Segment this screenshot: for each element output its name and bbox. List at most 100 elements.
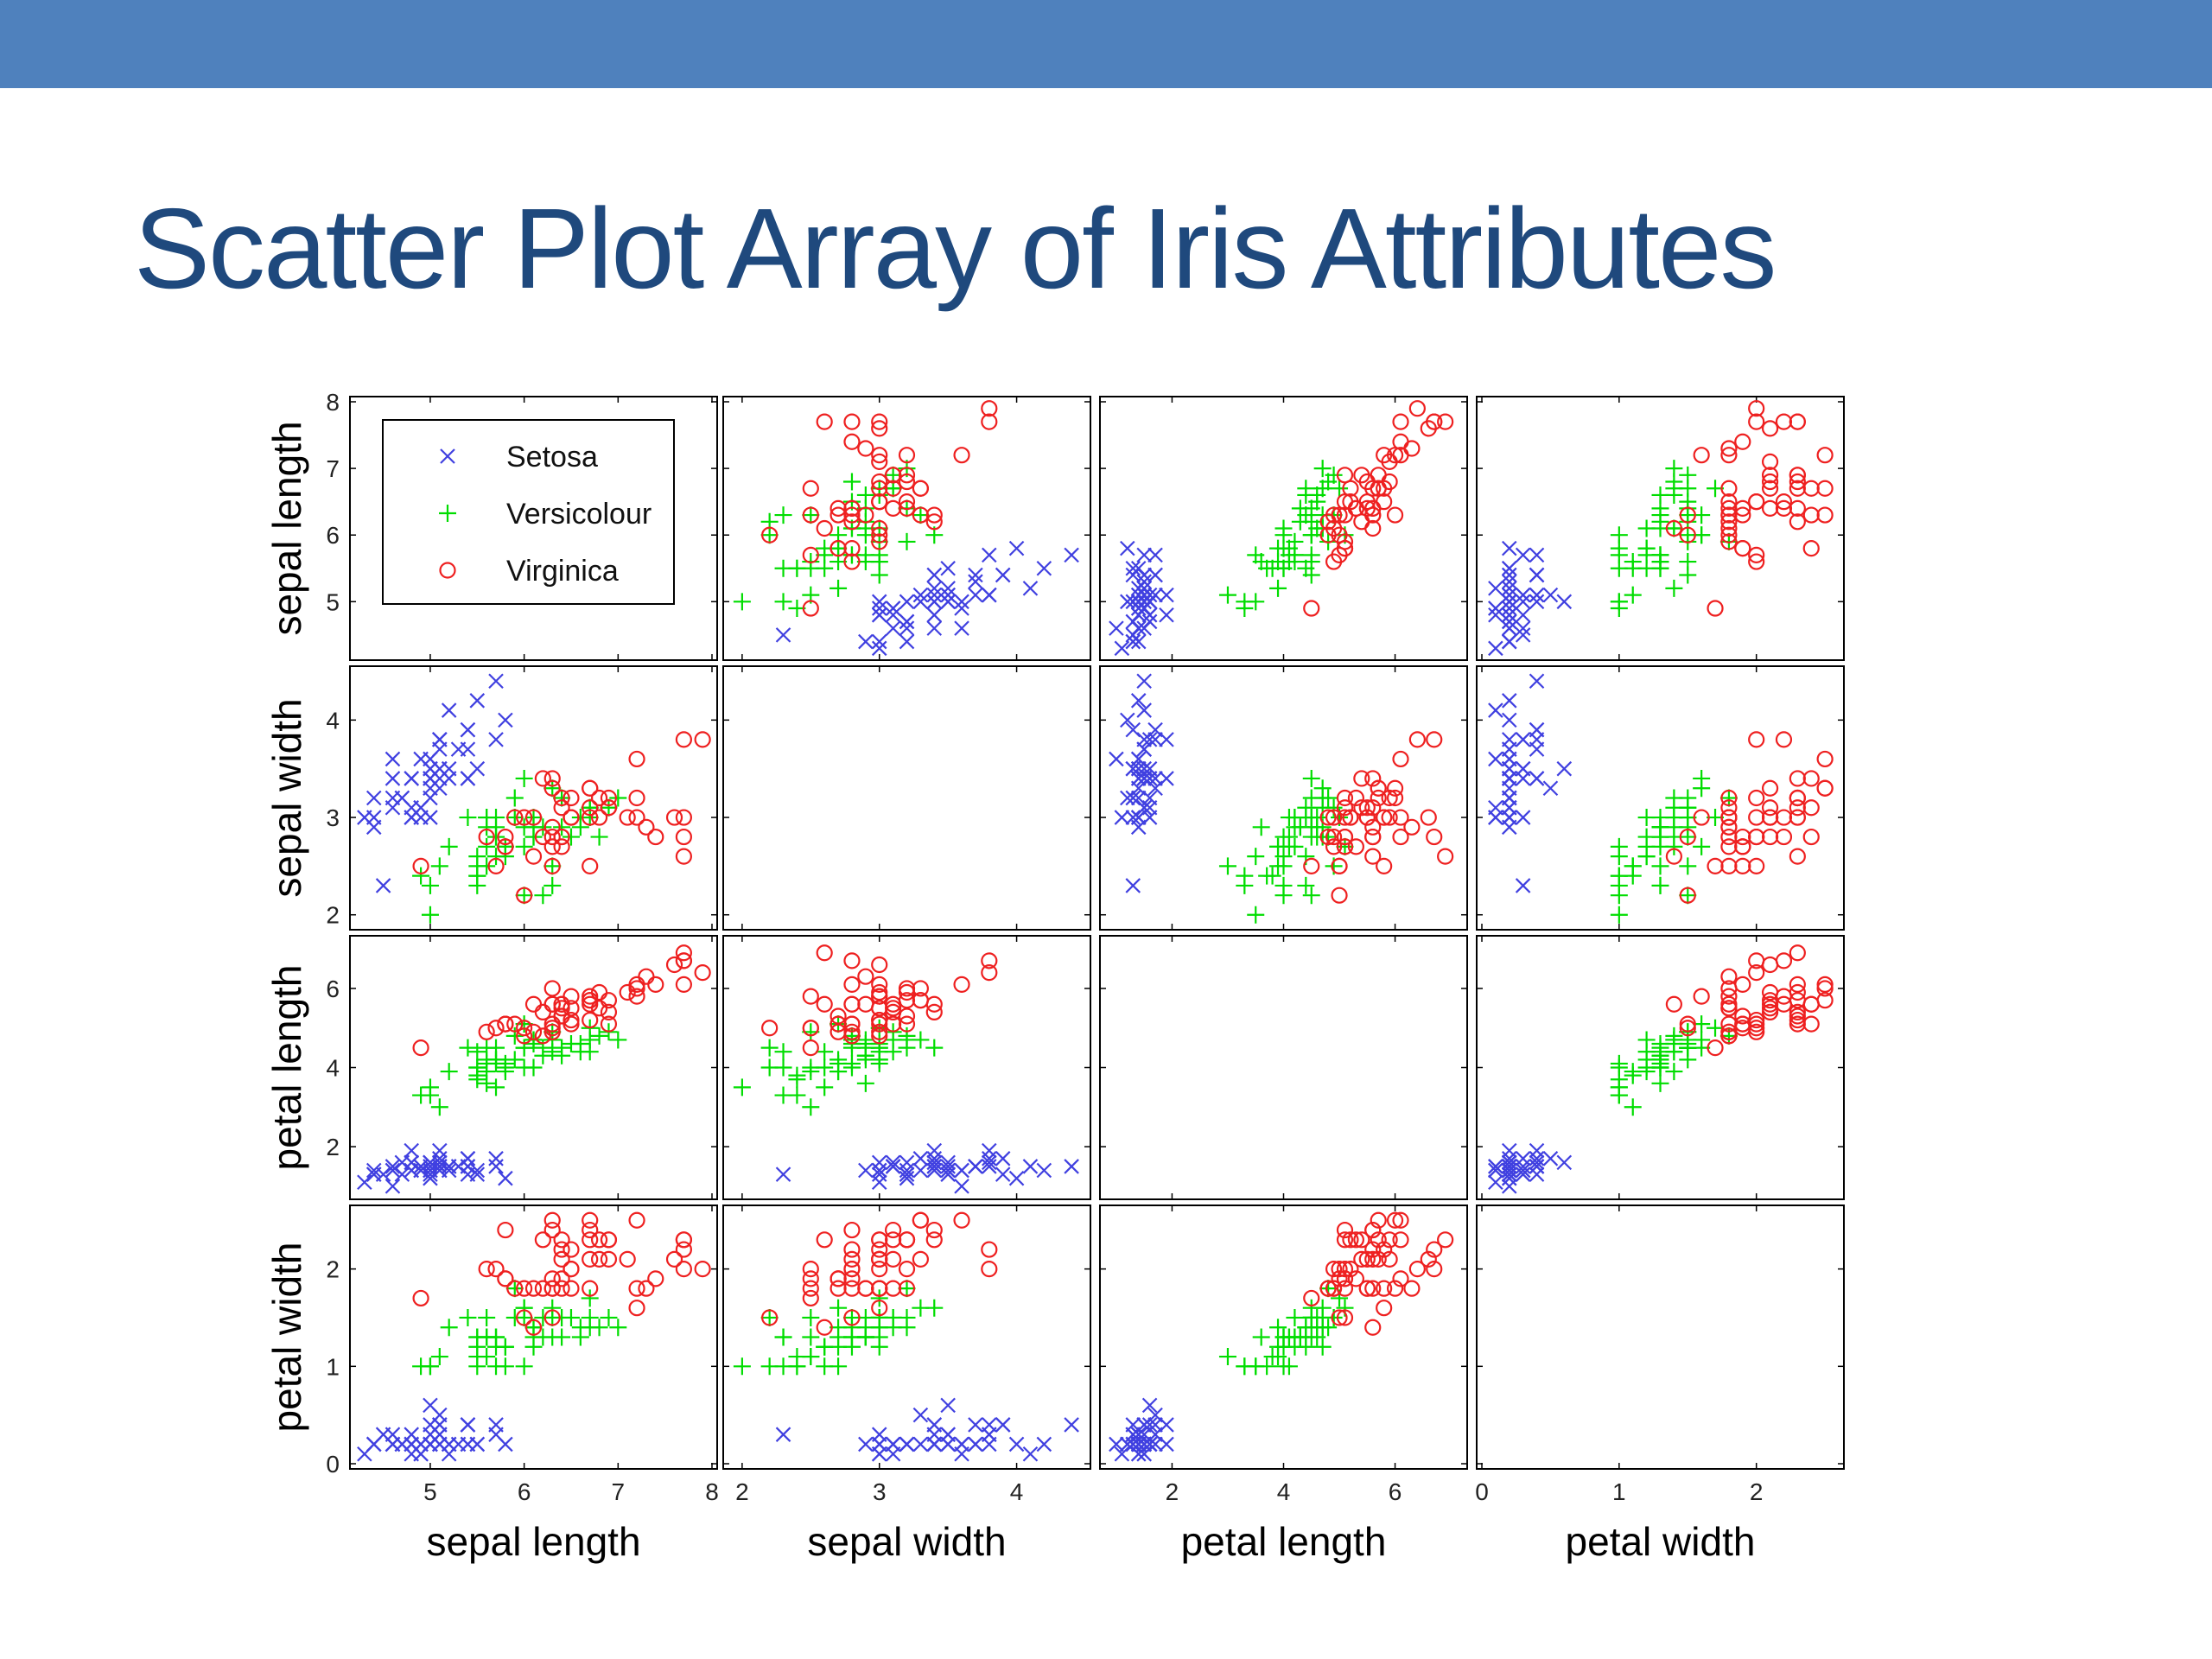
point-virginica xyxy=(1720,499,1738,517)
point-virginica xyxy=(1775,995,1793,1013)
point-virginica xyxy=(1693,809,1710,826)
point-versicolour xyxy=(468,1357,486,1376)
point-virginica xyxy=(1802,799,1820,817)
point-virginica xyxy=(497,1221,514,1239)
point-versicolour xyxy=(925,1299,944,1317)
point-virginica xyxy=(885,1003,902,1021)
point-versicolour xyxy=(842,473,861,491)
point-virginica xyxy=(1679,887,1696,904)
point-virginica xyxy=(1775,731,1793,748)
point-virginica xyxy=(953,976,970,993)
slide-top-bar xyxy=(0,0,2212,88)
point-virginica xyxy=(871,420,888,437)
point-setosa xyxy=(1515,878,1531,893)
point-setosa xyxy=(1130,607,1147,623)
point-versicolour xyxy=(1269,579,1287,597)
point-versicolour xyxy=(459,1039,477,1057)
point-virginica xyxy=(1336,1261,1354,1278)
point-setosa xyxy=(871,633,887,650)
point-virginica xyxy=(582,1280,599,1297)
point-versicolour xyxy=(1247,848,1265,866)
point-versicolour xyxy=(515,1039,533,1057)
point-virginica xyxy=(912,506,929,524)
point-setosa xyxy=(423,1436,438,1452)
point-virginica xyxy=(543,818,561,836)
point-setosa xyxy=(1515,587,1531,603)
point-virginica xyxy=(843,976,861,993)
point-virginica xyxy=(1748,952,1765,969)
point-virginica xyxy=(582,992,599,1009)
point-virginica xyxy=(912,1250,929,1268)
point-virginica xyxy=(1364,1241,1382,1258)
point-versicolour xyxy=(487,1054,505,1072)
point-virginica xyxy=(857,968,874,985)
point-virginica xyxy=(857,440,874,457)
point-virginica xyxy=(857,506,874,524)
point-virginica xyxy=(524,1280,543,1297)
point-versicolour xyxy=(468,1058,486,1077)
point-versicolour xyxy=(1252,1328,1270,1346)
point-virginica xyxy=(600,1250,618,1268)
point-setosa xyxy=(912,1151,929,1166)
point-setosa xyxy=(1488,1159,1503,1174)
point-virginica xyxy=(1331,506,1348,524)
point-versicolour xyxy=(1331,480,1349,498)
point-virginica xyxy=(1353,770,1370,787)
point-virginica xyxy=(761,526,779,543)
x-tick-label: 5 xyxy=(423,1478,437,1505)
point-virginica xyxy=(871,983,888,1001)
point-virginica xyxy=(1720,1027,1738,1045)
point-virginica xyxy=(1789,848,1806,865)
point-versicolour xyxy=(1308,809,1326,827)
point-setosa xyxy=(1022,1159,1039,1174)
point-virginica xyxy=(1381,809,1398,826)
point-setosa xyxy=(488,1151,504,1166)
point-virginica xyxy=(665,809,683,826)
point-versicolour xyxy=(1274,559,1293,577)
point-setosa xyxy=(926,1159,943,1174)
point-virginica xyxy=(553,838,570,855)
point-virginica xyxy=(802,1039,819,1057)
point-virginica xyxy=(1761,453,1779,470)
point-virginica xyxy=(816,1319,833,1336)
point-versicolour xyxy=(505,809,524,827)
point-virginica xyxy=(1392,750,1409,768)
point-virginica xyxy=(871,533,888,550)
point-virginica xyxy=(1370,779,1387,797)
point-virginica xyxy=(1720,513,1738,531)
point-virginica xyxy=(1707,600,1724,617)
y-tick-label: 4 xyxy=(326,1055,340,1082)
point-virginica xyxy=(582,1221,599,1239)
point-setosa xyxy=(1136,799,1152,816)
point-virginica xyxy=(1679,1020,1696,1037)
y-tick-label: 2 xyxy=(326,1134,340,1160)
point-virginica xyxy=(898,1231,916,1249)
point-virginica xyxy=(898,473,916,491)
point-virginica xyxy=(1403,1280,1421,1297)
point-virginica xyxy=(1761,499,1779,517)
point-virginica xyxy=(534,1003,551,1021)
point-virginica xyxy=(1761,995,1779,1013)
point-virginica xyxy=(506,809,524,826)
point-versicolour xyxy=(760,1058,779,1077)
point-setosa xyxy=(1141,799,1158,816)
point-setosa xyxy=(954,1446,969,1462)
point-virginica xyxy=(1392,447,1409,464)
point-versicolour xyxy=(609,1319,627,1337)
point-versicolour xyxy=(1665,1063,1683,1081)
point-virginica xyxy=(563,1261,580,1278)
point-setosa xyxy=(1064,1417,1079,1433)
point-setosa xyxy=(1008,1170,1025,1186)
point-virginica xyxy=(898,1261,916,1278)
point-virginica xyxy=(497,828,514,846)
point-versicolour xyxy=(534,1046,552,1065)
point-virginica xyxy=(1720,818,1738,836)
point-versicolour xyxy=(440,837,458,855)
point-virginica xyxy=(412,1039,429,1057)
point-setosa xyxy=(899,1162,915,1179)
point-virginica xyxy=(1347,838,1364,855)
point-virginica xyxy=(675,1261,692,1278)
point-virginica xyxy=(1364,480,1382,497)
point-virginica xyxy=(1370,789,1387,807)
